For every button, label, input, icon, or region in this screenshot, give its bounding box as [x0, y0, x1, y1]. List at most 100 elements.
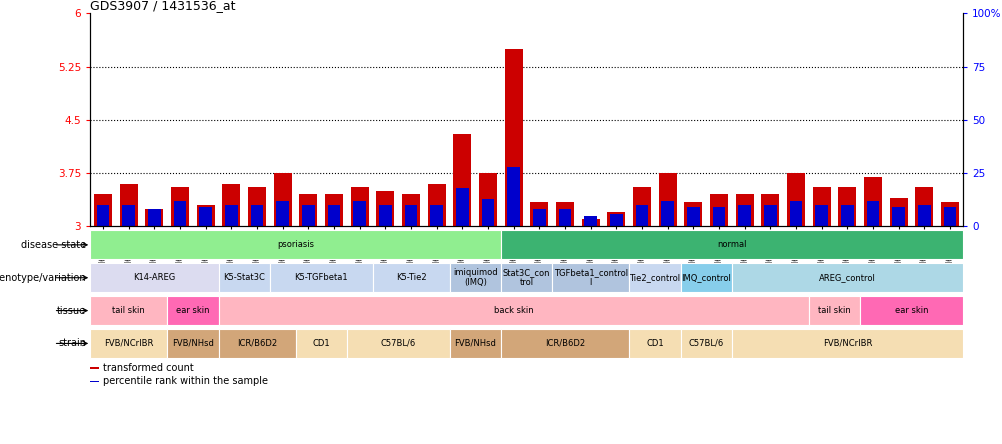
- Bar: [628, 263, 680, 292]
- Bar: [97, 205, 109, 226]
- Text: C57BL/6: C57BL/6: [380, 339, 416, 348]
- Bar: [94, 194, 112, 226]
- Text: ear skin: ear skin: [894, 306, 928, 315]
- Bar: [737, 205, 750, 226]
- Bar: [90, 296, 167, 325]
- Bar: [815, 205, 828, 226]
- Text: CD1: CD1: [313, 339, 330, 348]
- Text: AREG_control: AREG_control: [819, 273, 875, 282]
- Bar: [504, 49, 522, 226]
- Bar: [402, 194, 420, 226]
- Bar: [500, 329, 628, 358]
- Bar: [660, 201, 673, 226]
- Text: transformed count: transformed count: [102, 363, 193, 373]
- Text: normal: normal: [716, 240, 745, 250]
- Bar: [530, 202, 548, 226]
- Bar: [277, 201, 289, 226]
- Bar: [427, 184, 445, 226]
- Text: FVB/NHsd: FVB/NHsd: [171, 339, 213, 348]
- Bar: [607, 212, 625, 226]
- Bar: [889, 198, 907, 226]
- Bar: [453, 134, 471, 226]
- Bar: [372, 263, 449, 292]
- Bar: [224, 205, 237, 226]
- Bar: [300, 194, 317, 226]
- Bar: [632, 187, 650, 226]
- Bar: [351, 187, 369, 226]
- Bar: [860, 296, 962, 325]
- Text: strain: strain: [58, 338, 86, 349]
- Bar: [296, 329, 347, 358]
- Bar: [379, 205, 392, 226]
- Bar: [787, 173, 805, 226]
- Bar: [405, 205, 417, 226]
- Bar: [866, 201, 879, 226]
- Bar: [764, 205, 776, 226]
- Text: Stat3C_con
trol: Stat3C_con trol: [502, 268, 550, 287]
- Bar: [917, 205, 930, 226]
- Bar: [940, 202, 958, 226]
- Bar: [90, 367, 99, 369]
- Bar: [709, 194, 727, 226]
- Bar: [376, 191, 394, 226]
- Bar: [683, 202, 701, 226]
- Bar: [584, 216, 596, 226]
- Bar: [686, 207, 699, 226]
- Text: IMQ_control: IMQ_control: [680, 273, 730, 282]
- Bar: [808, 296, 860, 325]
- Bar: [430, 205, 443, 226]
- Text: FVB/NHsd: FVB/NHsd: [454, 339, 496, 348]
- Bar: [325, 194, 343, 226]
- Bar: [915, 187, 933, 226]
- Bar: [449, 263, 500, 292]
- Bar: [222, 184, 240, 226]
- Text: back skin: back skin: [493, 306, 533, 315]
- Text: genotype/variation: genotype/variation: [0, 273, 86, 283]
- Bar: [196, 205, 214, 226]
- Text: CD1: CD1: [645, 339, 663, 348]
- Bar: [892, 207, 904, 226]
- Bar: [119, 184, 137, 226]
- Bar: [218, 329, 296, 358]
- Text: percentile rank within the sample: percentile rank within the sample: [102, 377, 268, 386]
- Bar: [247, 187, 266, 226]
- Bar: [167, 329, 218, 358]
- Text: ear skin: ear skin: [176, 306, 209, 315]
- Bar: [731, 263, 962, 292]
- Bar: [199, 207, 211, 226]
- Bar: [863, 177, 881, 226]
- Bar: [167, 296, 218, 325]
- Text: K5-Stat3C: K5-Stat3C: [223, 273, 265, 282]
- Text: K5-TGFbeta1: K5-TGFbeta1: [295, 273, 348, 282]
- Text: TGFbeta1_control
l: TGFbeta1_control l: [553, 268, 627, 287]
- Bar: [628, 329, 680, 358]
- Bar: [173, 201, 186, 226]
- Bar: [838, 187, 856, 226]
- Bar: [328, 205, 340, 226]
- Bar: [302, 205, 315, 226]
- Bar: [712, 207, 724, 226]
- Text: ICR/B6D2: ICR/B6D2: [236, 339, 277, 348]
- Bar: [218, 296, 808, 325]
- Bar: [479, 173, 497, 226]
- Bar: [658, 173, 676, 226]
- Bar: [943, 207, 955, 226]
- Bar: [449, 329, 500, 358]
- Bar: [500, 230, 962, 259]
- Bar: [456, 188, 468, 226]
- Bar: [250, 205, 264, 226]
- Bar: [500, 263, 552, 292]
- Bar: [609, 214, 622, 226]
- Bar: [122, 205, 135, 226]
- Bar: [90, 263, 218, 292]
- Bar: [680, 329, 731, 358]
- Text: K5-Tie2: K5-Tie2: [396, 273, 426, 282]
- Bar: [731, 329, 962, 358]
- Text: imiquimod
(IMQ): imiquimod (IMQ): [453, 268, 497, 287]
- Bar: [735, 194, 753, 226]
- Bar: [481, 199, 494, 226]
- Bar: [841, 205, 853, 226]
- Bar: [90, 381, 99, 382]
- Bar: [145, 209, 163, 226]
- Bar: [581, 219, 599, 226]
